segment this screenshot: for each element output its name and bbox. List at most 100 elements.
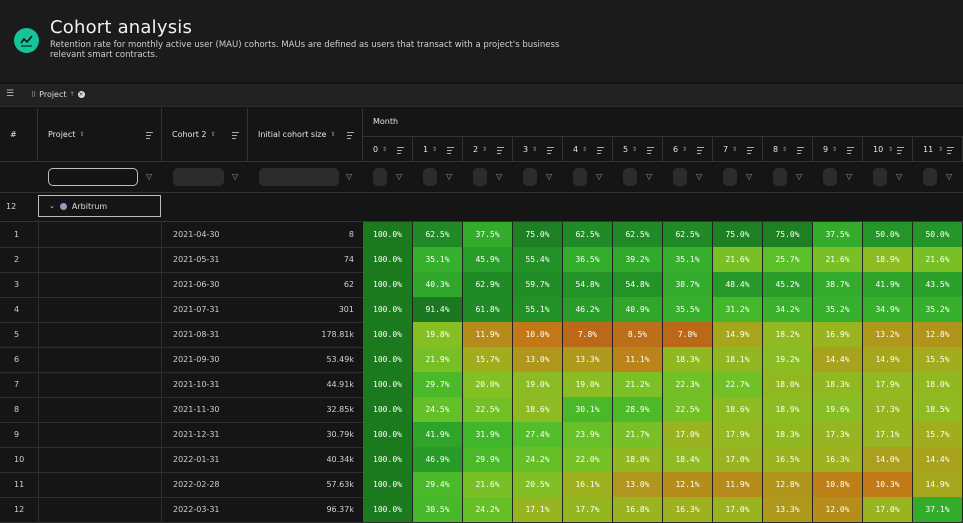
list-icon[interactable]: ☰: [6, 89, 15, 99]
column-header-month[interactable]: 4 ⇕: [563, 137, 613, 162]
sort-icon[interactable]: ⇕: [888, 146, 894, 153]
column-menu-icon[interactable]: [397, 145, 404, 156]
month-filter-input[interactable]: [573, 168, 587, 186]
column-menu-icon[interactable]: [232, 130, 239, 141]
retention-cell: 22.3%: [663, 372, 713, 397]
sort-icon[interactable]: ⇕: [682, 146, 688, 153]
filter-icon[interactable]: ▽: [746, 172, 753, 181]
filter-icon[interactable]: ▽: [546, 172, 553, 181]
project-filter-input[interactable]: [48, 168, 138, 186]
column-header-month[interactable]: 2 ⇕: [463, 137, 513, 162]
table-row[interactable]: 10 2022-01-31 40.34k 100.0% 46.9% 29.9% 24.2% 2…: [0, 447, 963, 473]
filter-icon[interactable]: ▽: [896, 172, 903, 181]
column-menu-icon[interactable]: [747, 145, 754, 156]
filter-icon[interactable]: ▽: [346, 172, 353, 181]
column-menu-icon[interactable]: [547, 145, 554, 156]
sort-icon[interactable]: ⇕: [582, 146, 588, 153]
month-filter-input[interactable]: [723, 168, 737, 186]
column-header-month[interactable]: 11 ⇕: [913, 137, 963, 162]
size-cell: 178.81k: [321, 330, 354, 339]
sort-icon[interactable]: ⇕: [210, 131, 216, 138]
column-menu-icon[interactable]: [797, 145, 804, 156]
group-by-chip[interactable]: ⠿ Project ↑ ×: [31, 90, 85, 99]
sort-icon[interactable]: ⇕: [732, 146, 738, 153]
table-row[interactable]: 4 2021-07-31 301 100.0% 91.4% 61.8% 55.1% 46.2%…: [0, 297, 963, 323]
month-group-label: Month: [373, 117, 399, 126]
month-filter-input[interactable]: [523, 168, 537, 186]
column-menu-icon[interactable]: [697, 145, 704, 156]
filter-icon[interactable]: ▽: [446, 172, 453, 181]
filter-icon[interactable]: ▽: [146, 172, 153, 181]
cohort-filter-input[interactable]: [173, 168, 224, 186]
table-row[interactable]: 3 2021-06-30 62 100.0% 40.3% 62.9% 59.7% 54.8% 5…: [0, 272, 963, 298]
column-menu-icon[interactable]: [497, 145, 504, 156]
column-menu-icon[interactable]: [847, 145, 854, 156]
sort-icon[interactable]: ⇕: [330, 131, 336, 138]
column-header-project[interactable]: Project ⇕: [38, 108, 162, 162]
month-filter-input[interactable]: [923, 168, 937, 186]
filter-icon[interactable]: ▽: [796, 172, 803, 181]
sort-icon[interactable]: ⇕: [382, 146, 388, 153]
column-header-month[interactable]: 1 ⇕: [413, 137, 463, 162]
table-row[interactable]: 8 2021-11-30 32.85k 100.0% 24.5% 22.5% 18.6% 30…: [0, 397, 963, 423]
column-header-month[interactable]: 3 ⇕: [513, 137, 563, 162]
filter-icon[interactable]: ▽: [696, 172, 703, 181]
column-menu-icon[interactable]: [947, 145, 954, 156]
sort-icon[interactable]: ⇕: [782, 146, 788, 153]
column-menu-icon[interactable]: [146, 130, 153, 141]
column-menu-icon[interactable]: [897, 145, 904, 156]
column-header-month[interactable]: 9 ⇕: [813, 137, 863, 162]
remove-chip-icon[interactable]: ×: [77, 91, 85, 98]
month-filter-input[interactable]: [773, 168, 787, 186]
month-filter-input[interactable]: [423, 168, 437, 186]
column-header-size[interactable]: Initial cohort size ⇕: [248, 108, 363, 162]
filter-icon[interactable]: ▽: [646, 172, 653, 181]
column-header-month[interactable]: 0 ⇕: [363, 137, 413, 162]
column-label: Initial cohort size ⇕: [258, 130, 335, 139]
sort-icon[interactable]: ⇕: [632, 146, 638, 153]
month-filter-input[interactable]: [823, 168, 837, 186]
table-row[interactable]: 11 2022-02-28 57.63k 100.0% 29.4% 21.6% 20.5% 1…: [0, 472, 963, 498]
month-filter-input[interactable]: [373, 168, 387, 186]
size-filter-input[interactable]: [259, 168, 339, 186]
table-row[interactable]: 5 2021-08-31 178.81k 100.0% 19.8% 11.9% 10.0% 7…: [0, 322, 963, 348]
filter-icon[interactable]: ▽: [396, 172, 403, 181]
filter-icon[interactable]: ▽: [596, 172, 603, 181]
table-row[interactable]: 12 2022-03-31 96.37k 100.0% 30.5% 24.2% 17.1% 1…: [0, 497, 963, 523]
table-row[interactable]: 6 2021-09-30 53.49k 100.0% 21.9% 15.7% 13.0% 13…: [0, 347, 963, 373]
column-menu-icon[interactable]: [647, 145, 654, 156]
sort-icon[interactable]: ⇕: [532, 146, 538, 153]
filter-icon[interactable]: ▽: [232, 172, 239, 181]
table-row[interactable]: 2 2021-05-31 74 100.0% 35.1% 45.9% 55.4% 36.5% 3…: [0, 247, 963, 273]
filter-icon[interactable]: ▽: [496, 172, 503, 181]
size-cell: 301: [338, 305, 354, 314]
column-header-cohort[interactable]: Cohort 2 ⇕: [162, 108, 248, 162]
sort-icon[interactable]: ⇕: [482, 146, 488, 153]
column-menu-icon[interactable]: [347, 130, 354, 141]
filter-icon[interactable]: ▽: [946, 172, 953, 181]
column-header-month[interactable]: 6 ⇕: [663, 137, 713, 162]
column-menu-icon[interactable]: [597, 145, 604, 156]
retention-cell: 48.4%: [713, 272, 763, 297]
table-row[interactable]: 1 2021-04-30 8 100.0% 62.5% 37.5% 75.0% 62.5% 62…: [0, 222, 963, 248]
cohort-cell: 2021-05-31: [173, 255, 220, 264]
month-filter-input[interactable]: [473, 168, 487, 186]
sort-icon[interactable]: ⇕: [938, 146, 944, 153]
table-row[interactable]: 7 2021-10-31 44.91k 100.0% 29.7% 20.0% 19.0% 19…: [0, 372, 963, 398]
sort-icon[interactable]: ⇕: [79, 131, 85, 138]
column-header-month[interactable]: 10 ⇕: [863, 137, 913, 162]
month-filter-input[interactable]: [873, 168, 887, 186]
month-filter-input[interactable]: [673, 168, 687, 186]
column-menu-icon[interactable]: [447, 145, 454, 156]
column-header-month[interactable]: 5 ⇕: [613, 137, 663, 162]
column-header-month[interactable]: 7 ⇕: [713, 137, 763, 162]
column-header-index[interactable]: #: [0, 108, 38, 162]
column-header-month[interactable]: 8 ⇕: [763, 137, 813, 162]
filter-icon[interactable]: ▽: [846, 172, 853, 181]
sort-icon[interactable]: ⇕: [832, 146, 838, 153]
sort-icon[interactable]: ⇕: [432, 146, 438, 153]
retention-cell: 14.9%: [863, 347, 913, 372]
group-toggle[interactable]: ⌄ Arbitrum: [38, 195, 161, 217]
table-row[interactable]: 9 2021-12-31 30.79k 100.0% 41.9% 31.9% 27.4% 23…: [0, 422, 963, 448]
month-filter-input[interactable]: [623, 168, 637, 186]
